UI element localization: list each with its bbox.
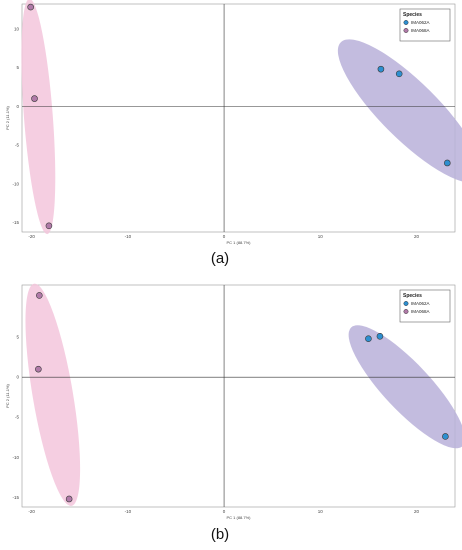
- legend-label-ima062a: IMA062A: [411, 301, 430, 306]
- y-tick-label: -15: [12, 495, 19, 500]
- legend-box: [399, 289, 451, 323]
- x-tick-label: 20: [414, 234, 420, 239]
- legend-title: Species: [403, 293, 422, 299]
- data-point-ima068a: [36, 292, 43, 299]
- legend-marker-ima068a: [403, 309, 409, 314]
- y-tick-label: 5: [16, 335, 19, 340]
- data-point-ima062a: [376, 332, 384, 340]
- confidence-ellipse-ima068a: [25, 283, 81, 506]
- legend-marker-ima068a: [403, 28, 409, 33]
- y-axis-label: PC 2 (11.1%): [5, 383, 10, 407]
- data-point-ima062a: [365, 335, 372, 342]
- x-tick-label: 0: [223, 234, 226, 239]
- data-point-ima068a: [35, 365, 42, 373]
- y-tick-label: -10: [12, 455, 19, 460]
- data-point-ima068a: [27, 3, 34, 11]
- data-point-ima062a: [377, 65, 385, 73]
- x-tick-label: 0: [223, 509, 226, 514]
- y-axis-label: PC 2 (11.1%): [5, 105, 10, 129]
- chart-panel-a: -20 -10 0 10 20 10 5 0 -5 -10 -15 PC 1 (88.7%) PC 2 …: [5, 0, 462, 267]
- legend-label-ima068a: IMA068A: [411, 28, 430, 33]
- data-point-ima062a: [442, 433, 449, 440]
- chart-panel-b: -20 -10 0 10 20 5 0 -5 -10 -15 PC 1 (88.7%) PC 2 (1…: [0, 275, 462, 550]
- data-point-ima068a: [65, 495, 73, 503]
- data-point-ima062a: [395, 70, 403, 78]
- plot-frame: [21, 3, 456, 233]
- confidence-ellipse-ima062a: [337, 39, 462, 183]
- legend-title: Species: [403, 12, 422, 18]
- x-axis-label: PC 1 (88.7%): [226, 240, 251, 245]
- y-tick-label: -5: [15, 415, 19, 420]
- x-tick-label: -10: [125, 234, 132, 239]
- x-tick-label: -20: [28, 234, 35, 239]
- x-tick-label: 10: [318, 509, 324, 514]
- panel-label-a: (a): [210, 250, 230, 267]
- plot-frame: [21, 284, 456, 508]
- panel-label-b: (b): [210, 526, 230, 543]
- data-point-ima068a: [45, 222, 53, 230]
- y-tick-label: 10: [14, 26, 20, 31]
- y-tick-label: 5: [16, 65, 19, 70]
- y-tick-label: 0: [16, 104, 19, 109]
- y-tick-label: 0: [16, 375, 19, 380]
- legend-label-ima068a: IMA068A: [411, 309, 430, 314]
- scatter-plot-b: -20 -10 0 10 20 5 0 -5 -10 -15 PC 1 (88.7%) PC 2 (1…: [5, 283, 462, 520]
- x-tick-label: -20: [28, 509, 35, 514]
- x-axis-label: PC 1 (88.7%): [226, 515, 251, 520]
- legend-marker-ima062a: [403, 301, 409, 306]
- x-tick-label: 20: [414, 509, 420, 514]
- x-tick-label: 10: [318, 234, 324, 239]
- data-point-ima062a: [444, 159, 451, 167]
- y-tick-label: -15: [12, 220, 19, 225]
- legend-marker-ima062a: [403, 20, 409, 25]
- scatter-plot-a: -20 -10 0 10 20 10 5 0 -5 -10 -15 PC 1 (88.7%) PC 2 …: [5, 0, 462, 245]
- legend-box: [399, 8, 451, 42]
- x-tick-label: -10: [125, 509, 132, 514]
- y-tick-label: -5: [15, 143, 19, 148]
- confidence-ellipse-ima068a: [21, 0, 56, 235]
- data-point-ima068a: [31, 95, 38, 102]
- legend-label-ima062a: IMA062A: [411, 20, 430, 25]
- confidence-ellipse-ima062a: [348, 325, 462, 449]
- y-tick-label: -10: [12, 181, 19, 186]
